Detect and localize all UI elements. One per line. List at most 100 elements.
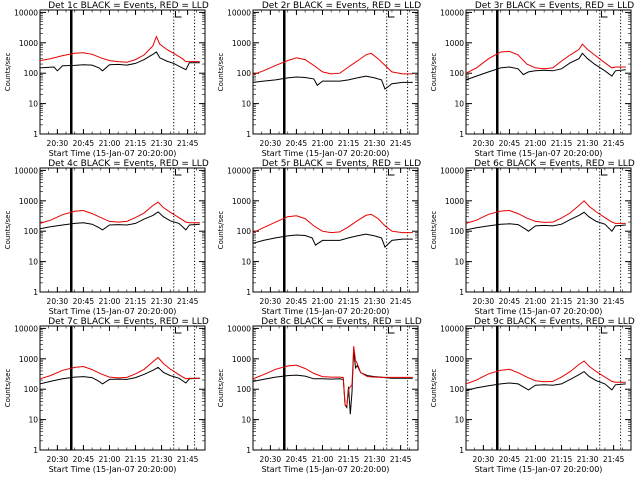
series-line-lld xyxy=(465,200,626,224)
x-axis-label: Start Time (15-Jan-07 20:20:00) xyxy=(49,149,177,158)
y-tick-label: 10 xyxy=(28,100,38,109)
chart-title: Det 1c BLACK = Events, RED = LLD xyxy=(48,1,209,11)
x-tick-label: 21:45 xyxy=(390,455,412,464)
y-tick-label: 1000 xyxy=(19,197,38,206)
x-axis-label: Start Time (15-Jan-07 20:20:00) xyxy=(475,149,603,158)
x-tick-label: 21:30 xyxy=(151,297,173,306)
y-tick-label: 10000 xyxy=(440,324,464,333)
x-tick-label: 20:30 xyxy=(473,139,495,148)
plot-frame xyxy=(465,325,632,451)
y-tick-label: 10000 xyxy=(440,166,464,175)
y-axis-label: Counts/sec xyxy=(430,369,438,408)
series-line-lld xyxy=(465,360,626,385)
y-tick-label: 100 xyxy=(237,227,252,236)
y-axis-label: Counts/sec xyxy=(4,53,12,92)
corner-marker xyxy=(174,327,182,334)
series-line-events xyxy=(39,51,200,72)
y-tick-label: 100 xyxy=(237,385,252,394)
y-tick-label: 100 xyxy=(24,227,39,236)
series-line-events xyxy=(465,370,626,392)
y-tick-label: 1 xyxy=(33,130,38,139)
y-axis-label: Counts/sec xyxy=(217,53,225,92)
series-line-events xyxy=(465,52,626,81)
x-tick-label: 21:30 xyxy=(577,455,599,464)
x-tick-label: 20:45 xyxy=(286,297,308,306)
corner-marker xyxy=(174,11,182,18)
x-tick-label: 21:30 xyxy=(577,297,599,306)
y-tick-label: 1000 xyxy=(232,39,251,48)
x-tick-label: 21:45 xyxy=(603,297,625,306)
x-tick-label: 20:30 xyxy=(260,139,282,148)
x-tick-label: 21:45 xyxy=(603,455,625,464)
corner-marker xyxy=(600,327,608,334)
x-tick-label: 21:30 xyxy=(577,139,599,148)
x-tick-label: 20:30 xyxy=(473,297,495,306)
x-tick-label: 21:45 xyxy=(603,139,625,148)
series-line-lld xyxy=(39,356,200,380)
y-tick-label: 1 xyxy=(459,288,464,297)
plot-frame xyxy=(252,9,419,135)
chart-title: Det 6c BLACK = Events, RED = LLD xyxy=(474,159,635,169)
series-line-events xyxy=(252,349,413,415)
series-line-events xyxy=(252,233,413,248)
series-line-lld xyxy=(252,52,413,76)
series-line-lld xyxy=(465,43,626,74)
y-tick-label: 10000 xyxy=(14,166,38,175)
x-tick-label: 20:45 xyxy=(499,139,521,148)
y-tick-label: 10 xyxy=(454,100,464,109)
chart-panel-5: Det 5r BLACK = Events, RED = LLD 1 10 100 10… xyxy=(217,159,421,316)
x-tick-label: 21:00 xyxy=(99,297,121,306)
x-tick-label: 21:00 xyxy=(312,455,334,464)
y-tick-label: 10000 xyxy=(227,324,251,333)
x-tick-label: 21:00 xyxy=(99,139,121,148)
x-tick-label: 21:00 xyxy=(525,139,547,148)
x-tick-label: 21:15 xyxy=(338,455,360,464)
chart-panel-6: Det 6c BLACK = Events, RED = LLD 1 10 100 10… xyxy=(430,159,635,316)
x-tick-label: 20:30 xyxy=(47,139,69,148)
y-tick-label: 10000 xyxy=(14,324,38,333)
y-tick-label: 100 xyxy=(24,69,39,78)
y-tick-label: 10000 xyxy=(227,166,251,175)
y-tick-label: 10000 xyxy=(227,8,251,17)
chart-panel-2: Det 2r BLACK = Events, RED = LLD 1 10 100 10… xyxy=(217,1,421,158)
y-tick-label: 10 xyxy=(454,258,464,267)
x-tick-label: 20:30 xyxy=(260,455,282,464)
x-tick-label: 21:15 xyxy=(125,139,147,148)
y-tick-label: 1000 xyxy=(232,355,251,364)
x-tick-label: 20:45 xyxy=(73,297,95,306)
series-line-lld xyxy=(252,213,413,234)
x-tick-label: 21:15 xyxy=(551,455,573,464)
y-tick-label: 100 xyxy=(450,227,465,236)
x-tick-label: 20:45 xyxy=(286,139,308,148)
plot-frame xyxy=(465,167,632,293)
series-line-events xyxy=(465,211,626,232)
y-tick-label: 100 xyxy=(450,385,465,394)
y-axis-label: Counts/sec xyxy=(430,211,438,250)
x-tick-label: 21:30 xyxy=(364,139,386,148)
y-tick-label: 10000 xyxy=(440,8,464,17)
x-tick-label: 21:45 xyxy=(177,139,199,148)
chart-panel-3: Det 3r BLACK = Events, RED = LLD 1 10 100 10… xyxy=(430,1,634,158)
y-axis-label: Counts/sec xyxy=(430,53,438,92)
y-tick-label: 10 xyxy=(454,416,464,425)
y-axis-label: Counts/sec xyxy=(217,369,225,408)
x-tick-label: 21:15 xyxy=(338,139,360,148)
x-tick-label: 21:30 xyxy=(364,455,386,464)
y-axis-label: Counts/sec xyxy=(4,211,12,250)
x-tick-label: 21:15 xyxy=(338,297,360,306)
chart-panel-8: Det 8c BLACK = Events, RED = LLD 1 10 100 10… xyxy=(217,317,422,474)
x-tick-label: 21:00 xyxy=(312,139,334,148)
y-tick-label: 10 xyxy=(241,258,251,267)
y-tick-label: 1 xyxy=(33,288,38,297)
plot-frame xyxy=(39,167,206,293)
chart-panel-1: Det 1c BLACK = Events, RED = LLD 1 10 100 10… xyxy=(4,1,209,158)
x-axis-label: Start Time (15-Jan-07 20:20:00) xyxy=(49,307,177,316)
y-axis-label: Counts/sec xyxy=(217,211,225,250)
x-tick-label: 20:45 xyxy=(73,455,95,464)
x-tick-label: 20:45 xyxy=(73,139,95,148)
y-tick-label: 100 xyxy=(450,69,465,78)
chart-title: Det 5r BLACK = Events, RED = LLD xyxy=(262,159,421,169)
x-tick-label: 21:45 xyxy=(390,297,412,306)
x-axis-label: Start Time (15-Jan-07 20:20:00) xyxy=(262,307,390,316)
y-tick-label: 10 xyxy=(28,416,38,425)
